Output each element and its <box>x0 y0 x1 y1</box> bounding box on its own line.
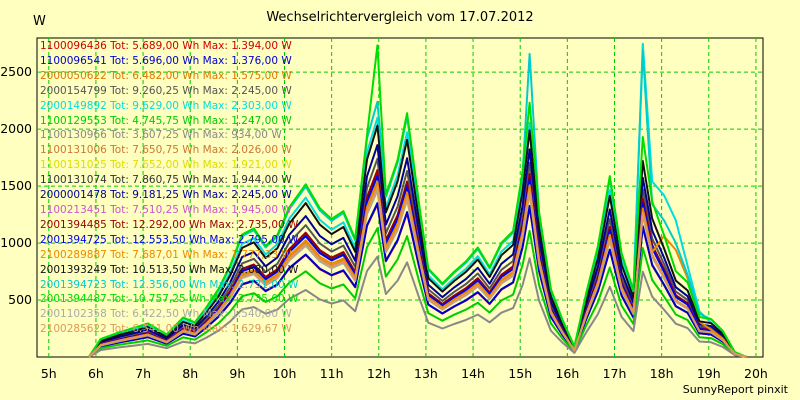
chart-title: Wechselrichtervergleich vom 17.07.2012 <box>266 10 534 25</box>
legend-item: 1100131006 Tot: 7.650,75 Wh Max: 2.026,0… <box>40 144 292 157</box>
x-tick-label: 10h <box>273 366 297 381</box>
x-tick-label: 17h <box>603 366 627 381</box>
x-tick-label: 12h <box>367 366 391 381</box>
legend-item: 2001394725 Tot: 12.553,50 Wh Max: 2.795,… <box>40 233 299 246</box>
x-tick-label: 14h <box>461 366 485 381</box>
y-tick-label: 500 <box>8 292 32 307</box>
legend-item: 1100130966 Tot: 3.607,25 Wh Max: 934,00 … <box>40 129 282 142</box>
x-tick-label: 20h <box>744 366 768 381</box>
series-line-20 <box>88 186 747 358</box>
x-tick-label: 11h <box>320 366 344 381</box>
legend-item: 1100213451 Tot: 7.510,25 Wh Max: 1.945,0… <box>40 203 292 216</box>
legend-item: 2001394723 Tot: 12.356,00 Wh Max: 2.731,… <box>40 278 299 291</box>
x-tick-label: 16h <box>555 366 579 381</box>
legend-item: 2000154799 Tot: 9.260,25 Wh Max: 2.245,0… <box>40 84 292 97</box>
legend-item: 2000050622 Tot: 6.482,00 Wh Max: 1.575,0… <box>40 69 292 82</box>
chart-legend: 1100096436 Tot: 5.689,00 Wh Max: 1.394,0… <box>40 39 298 337</box>
legend-item: 1100129553 Tot: 4.745,75 Wh Max: 1.247,0… <box>40 114 292 127</box>
legend-item: 2000001478 Tot: 9.181,25 Wh Max: 2.245,0… <box>40 189 292 202</box>
legend-item: 2000149892 Tot: 9.629,00 Wh Max: 2.303,0… <box>40 99 292 112</box>
legend-item: 2100285622 Tot: 6.541,00 Wh Max: 1.629,6… <box>40 323 292 336</box>
legend-item: 2001394487 Tot: 10.757,25 Wh Max: 2.735,… <box>40 293 299 306</box>
x-tick-label: 8h <box>182 366 198 381</box>
legend-item: 2100289887 Tot: 7.687,01 Wh Max: 1.777,3… <box>40 248 292 261</box>
legend-item: 1100131025 Tot: 7.652,00 Wh Max: 1.921,0… <box>40 159 292 172</box>
x-tick-label: 6h <box>88 366 104 381</box>
legend-item: 1100096436 Tot: 5.689,00 Wh Max: 1.394,0… <box>40 40 292 52</box>
x-tick-label: 15h <box>508 366 532 381</box>
series-line-7 <box>88 255 747 358</box>
legend-item: 2001393249 Tot: 10.513,50 Wh Max: 2.680,… <box>40 263 299 276</box>
series-line-18 <box>88 44 747 358</box>
y-tick-label: 1000 <box>0 235 32 250</box>
x-tick-label: 5h <box>41 366 57 381</box>
legend-item: 1100096541 Tot: 5.696,00 Wh Max: 1.376,0… <box>40 54 292 67</box>
series-line-16 <box>88 124 747 358</box>
legend-item: 2001394485 Tot: 12.292,00 Wh Max: 2.735,… <box>40 218 299 231</box>
y-tick-label: 2500 <box>0 64 32 79</box>
series-line-11 <box>88 144 747 358</box>
legend-item: 2001102358 Tot: 6.422,50 Wh Max: 1.540,0… <box>40 308 292 321</box>
y-tick-label: 2000 <box>0 121 32 136</box>
x-tick-label: 18h <box>650 366 674 381</box>
series-line-6 <box>88 227 747 358</box>
x-tick-label: 9h <box>229 366 245 381</box>
legend-item: 1100131074 Tot: 7.860,75 Wh Max: 1.944,0… <box>40 174 292 187</box>
credit-text: SunnyReport pinxit <box>682 383 788 396</box>
x-tick-label: 7h <box>135 366 151 381</box>
y-tick-label: 1500 <box>0 178 32 193</box>
y-axis-label: W <box>33 14 46 29</box>
x-tick-label: 13h <box>414 366 438 381</box>
x-tick-label: 19h <box>697 366 721 381</box>
